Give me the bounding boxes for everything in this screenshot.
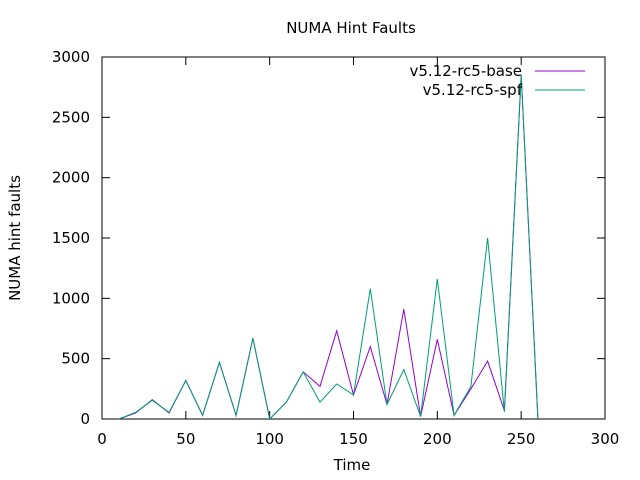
x-tick-label: 200 <box>423 430 452 448</box>
y-tick-label: 0 <box>80 410 90 428</box>
y-axis-label: NUMA hint faults <box>6 175 24 301</box>
y-tick-label: 500 <box>61 350 90 368</box>
x-tick-label: 250 <box>507 430 536 448</box>
y-tick-label: 3000 <box>52 48 90 66</box>
series-lines <box>118 75 539 421</box>
x-axis-label: Time <box>333 456 371 474</box>
legend-label: v5.12-rc5-spf <box>423 81 523 99</box>
x-tick-label: 300 <box>591 430 620 448</box>
y-tick-label: 1000 <box>52 289 90 307</box>
legend-label: v5.12-rc5-base <box>410 62 523 80</box>
y-tick-label: 2500 <box>52 108 90 126</box>
y-tick-label: 2000 <box>52 169 90 187</box>
series-line-1 <box>118 75 539 421</box>
chart-title: NUMA Hint Faults <box>286 19 416 37</box>
y-tick-label: 1500 <box>52 229 90 247</box>
x-tick-label: 0 <box>97 430 107 448</box>
x-tick-label: 150 <box>339 430 368 448</box>
x-tick-label: 100 <box>255 430 284 448</box>
axis-ticks: 0 500 1000 1500 2000 2500 3000 0 50 100 150 200 250 3… <box>52 48 620 448</box>
series-line-0 <box>118 75 539 421</box>
x-tick-label: 50 <box>176 430 195 448</box>
